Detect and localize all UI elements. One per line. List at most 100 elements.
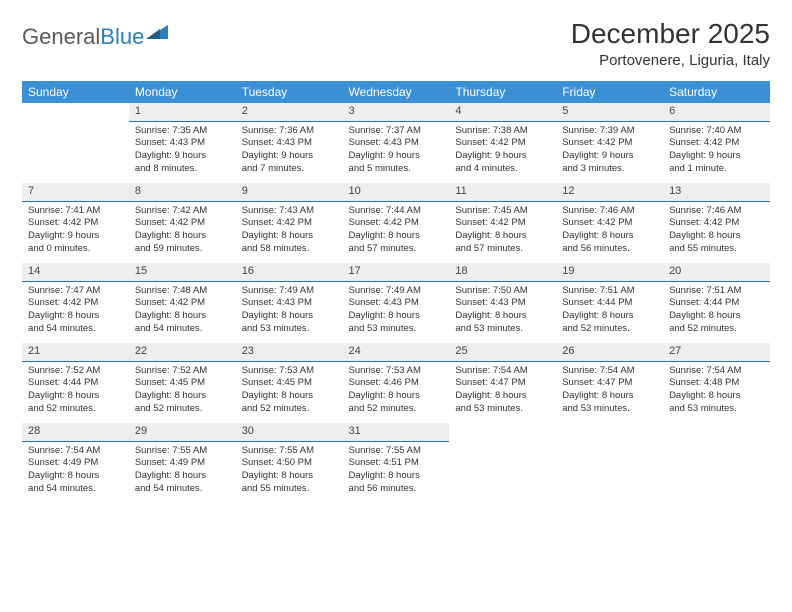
- day-info-line: Sunset: 4:42 PM: [562, 137, 657, 150]
- day-info-line: and 54 minutes.: [28, 483, 123, 496]
- day-content-cell: Sunrise: 7:43 AMSunset: 4:42 PMDaylight:…: [236, 201, 343, 263]
- day-info-line: Sunrise: 7:48 AM: [135, 285, 230, 298]
- day-content-cell: Sunrise: 7:54 AMSunset: 4:49 PMDaylight:…: [22, 441, 129, 503]
- day-info-line: Daylight: 8 hours: [349, 230, 444, 243]
- day-info-line: and 56 minutes.: [349, 483, 444, 496]
- day-number-cell: 12: [556, 183, 663, 201]
- day-number-row: 14151617181920: [22, 263, 770, 281]
- calendar-body: 123456Sunrise: 7:35 AMSunset: 4:43 PMDay…: [22, 103, 770, 503]
- day-number-cell: 18: [449, 263, 556, 281]
- day-info-line: Daylight: 8 hours: [28, 390, 123, 403]
- day-content-cell: [663, 441, 770, 503]
- day-number-cell: 5: [556, 103, 663, 121]
- day-content-cell: Sunrise: 7:49 AMSunset: 4:43 PMDaylight:…: [343, 281, 450, 343]
- weekday-header: Wednesday: [343, 81, 450, 103]
- day-content-cell: Sunrise: 7:39 AMSunset: 4:42 PMDaylight:…: [556, 121, 663, 183]
- day-number-cell: [556, 423, 663, 441]
- day-content-cell: Sunrise: 7:47 AMSunset: 4:42 PMDaylight:…: [22, 281, 129, 343]
- day-number-cell: 9: [236, 183, 343, 201]
- day-number-row: 21222324252627: [22, 343, 770, 361]
- day-number-row: 123456: [22, 103, 770, 121]
- day-content-cell: Sunrise: 7:49 AMSunset: 4:43 PMDaylight:…: [236, 281, 343, 343]
- day-content-cell: Sunrise: 7:52 AMSunset: 4:44 PMDaylight:…: [22, 361, 129, 423]
- day-info-line: and 52 minutes.: [562, 323, 657, 336]
- day-info-line: and 57 minutes.: [349, 243, 444, 256]
- day-content-cell: Sunrise: 7:40 AMSunset: 4:42 PMDaylight:…: [663, 121, 770, 183]
- day-number-cell: 7: [22, 183, 129, 201]
- day-info-line: and 3 minutes.: [562, 163, 657, 176]
- logo-triangle-icon: [146, 23, 170, 46]
- day-info-line: Sunset: 4:42 PM: [28, 297, 123, 310]
- day-info-line: Sunrise: 7:44 AM: [349, 205, 444, 218]
- day-info-line: Sunset: 4:49 PM: [135, 457, 230, 470]
- day-number-cell: 26: [556, 343, 663, 361]
- day-info-line: Sunset: 4:45 PM: [242, 377, 337, 390]
- day-info-line: Daylight: 8 hours: [242, 390, 337, 403]
- day-info-line: and 7 minutes.: [242, 163, 337, 176]
- page-header: GeneralBlue December 2025 Portovenere, L…: [22, 18, 770, 69]
- day-content-cell: Sunrise: 7:50 AMSunset: 4:43 PMDaylight:…: [449, 281, 556, 343]
- day-info-line: Daylight: 9 hours: [242, 150, 337, 163]
- day-number-cell: 8: [129, 183, 236, 201]
- day-info-line: Sunrise: 7:42 AM: [135, 205, 230, 218]
- day-content-cell: Sunrise: 7:45 AMSunset: 4:42 PMDaylight:…: [449, 201, 556, 263]
- day-content-cell: Sunrise: 7:51 AMSunset: 4:44 PMDaylight:…: [663, 281, 770, 343]
- day-content-cell: Sunrise: 7:55 AMSunset: 4:51 PMDaylight:…: [343, 441, 450, 503]
- calendar-table: Sunday Monday Tuesday Wednesday Thursday…: [22, 81, 770, 503]
- day-info-line: Sunset: 4:42 PM: [28, 217, 123, 230]
- day-info-line: Sunset: 4:47 PM: [562, 377, 657, 390]
- day-info-line: and 52 minutes.: [242, 403, 337, 416]
- day-content-cell: Sunrise: 7:54 AMSunset: 4:47 PMDaylight:…: [449, 361, 556, 423]
- day-number-row: 78910111213: [22, 183, 770, 201]
- day-number-cell: [449, 423, 556, 441]
- weekday-header-row: Sunday Monday Tuesday Wednesday Thursday…: [22, 81, 770, 103]
- logo-text-blue: Blue: [100, 24, 144, 49]
- day-info-line: Sunset: 4:43 PM: [242, 297, 337, 310]
- day-number-cell: 31: [343, 423, 450, 441]
- day-info-line: Sunrise: 7:54 AM: [562, 365, 657, 378]
- day-info-line: and 53 minutes.: [455, 323, 550, 336]
- day-number-cell: 14: [22, 263, 129, 281]
- day-info-line: Sunrise: 7:53 AM: [349, 365, 444, 378]
- day-info-line: Sunset: 4:50 PM: [242, 457, 337, 470]
- day-content-cell: Sunrise: 7:53 AMSunset: 4:46 PMDaylight:…: [343, 361, 450, 423]
- day-info-line: Sunrise: 7:47 AM: [28, 285, 123, 298]
- day-content-cell: Sunrise: 7:55 AMSunset: 4:49 PMDaylight:…: [129, 441, 236, 503]
- day-info-line: and 52 minutes.: [669, 323, 764, 336]
- day-info-line: and 52 minutes.: [28, 403, 123, 416]
- weekday-header: Sunday: [22, 81, 129, 103]
- day-info-line: and 54 minutes.: [135, 483, 230, 496]
- day-number-cell: 3: [343, 103, 450, 121]
- day-info-line: Sunset: 4:42 PM: [562, 217, 657, 230]
- day-info-line: and 1 minute.: [669, 163, 764, 176]
- day-content-row: Sunrise: 7:41 AMSunset: 4:42 PMDaylight:…: [22, 201, 770, 263]
- day-content-cell: [449, 441, 556, 503]
- day-info-line: and 59 minutes.: [135, 243, 230, 256]
- day-info-line: Sunrise: 7:49 AM: [242, 285, 337, 298]
- day-info-line: Daylight: 8 hours: [669, 390, 764, 403]
- day-info-line: Sunset: 4:49 PM: [28, 457, 123, 470]
- day-number-cell: 29: [129, 423, 236, 441]
- day-number-cell: 25: [449, 343, 556, 361]
- day-content-cell: Sunrise: 7:36 AMSunset: 4:43 PMDaylight:…: [236, 121, 343, 183]
- day-info-line: Daylight: 8 hours: [135, 390, 230, 403]
- day-info-line: and 4 minutes.: [455, 163, 550, 176]
- day-info-line: Sunset: 4:42 PM: [455, 217, 550, 230]
- day-content-cell: [556, 441, 663, 503]
- location-subtitle: Portovenere, Liguria, Italy: [571, 52, 770, 69]
- day-info-line: and 58 minutes.: [242, 243, 337, 256]
- day-info-line: Sunrise: 7:54 AM: [28, 445, 123, 458]
- day-info-line: and 54 minutes.: [135, 323, 230, 336]
- day-info-line: Daylight: 8 hours: [349, 470, 444, 483]
- day-info-line: Daylight: 8 hours: [28, 470, 123, 483]
- day-info-line: Sunrise: 7:38 AM: [455, 125, 550, 138]
- day-info-line: Sunrise: 7:55 AM: [135, 445, 230, 458]
- day-info-line: Daylight: 8 hours: [562, 310, 657, 323]
- day-info-line: Sunrise: 7:46 AM: [562, 205, 657, 218]
- day-info-line: Daylight: 9 hours: [28, 230, 123, 243]
- day-info-line: Daylight: 8 hours: [28, 310, 123, 323]
- day-info-line: Daylight: 8 hours: [349, 390, 444, 403]
- day-info-line: Daylight: 8 hours: [455, 390, 550, 403]
- day-info-line: Sunrise: 7:46 AM: [669, 205, 764, 218]
- day-info-line: Sunset: 4:43 PM: [242, 137, 337, 150]
